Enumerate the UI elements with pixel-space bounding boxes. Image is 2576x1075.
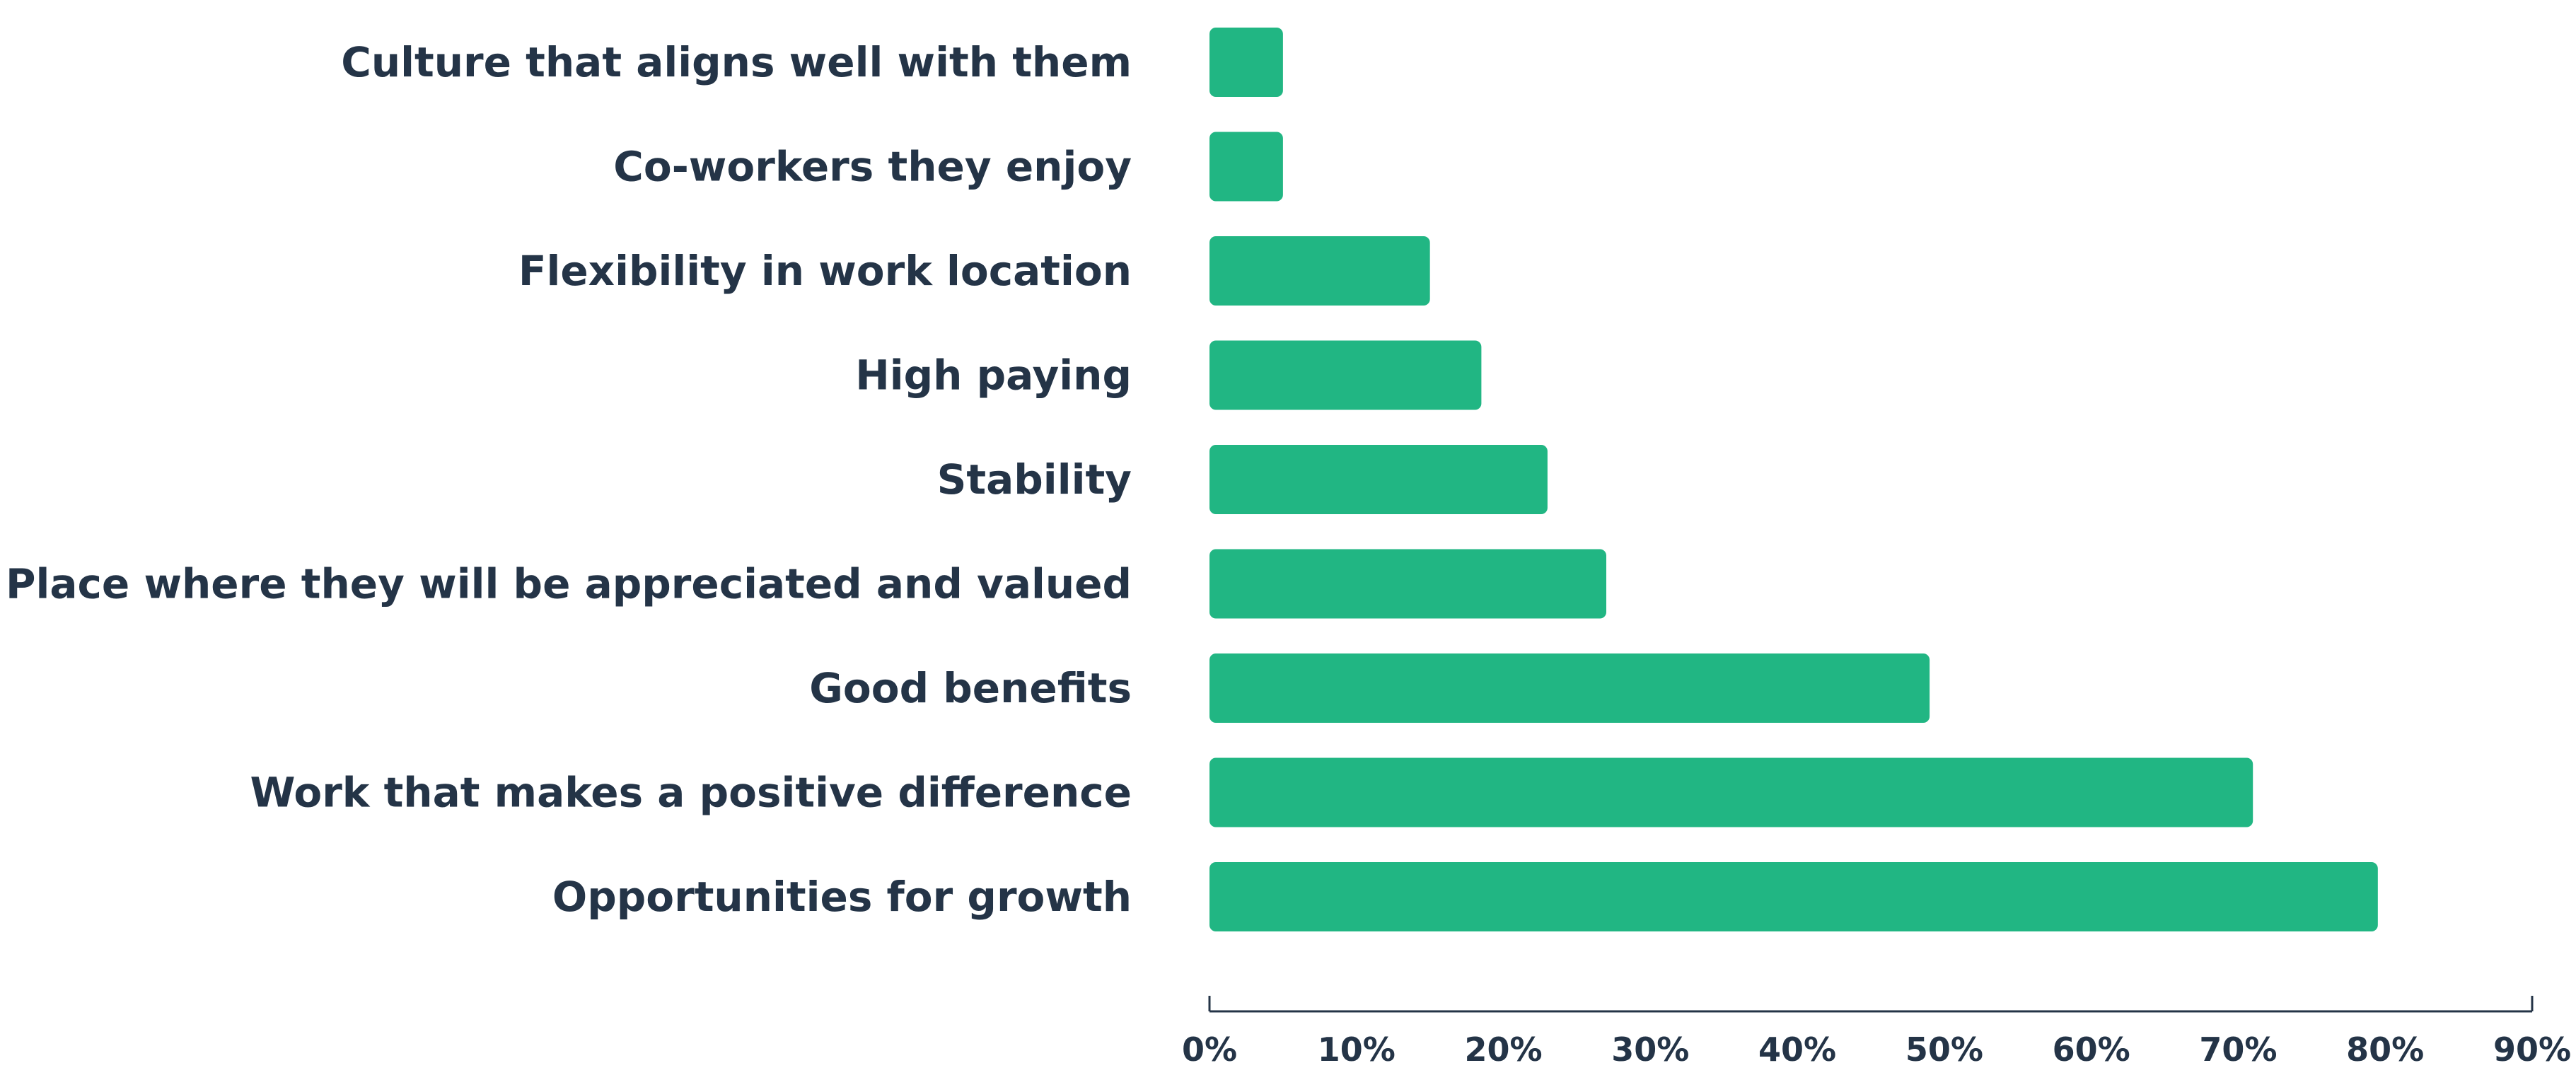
x-tick-label: 20% (1465, 1030, 1543, 1069)
bars-layer (1209, 28, 2378, 931)
bar (1209, 757, 2253, 827)
x-axis: 0% 10% 20% 30% 40% 50% 60% 70% 80% 90% (1182, 996, 2571, 1069)
x-tick-label: 70% (2199, 1030, 2277, 1069)
category-label: Co-workers they enjoy (613, 143, 1132, 191)
bar (1209, 445, 1548, 514)
x-tick-label: 80% (2346, 1030, 2424, 1069)
category-label: Stability (937, 455, 1132, 504)
category-label: Place where they will be appreciated and… (6, 560, 1132, 608)
bar (1209, 340, 1482, 410)
category-label: High paying (855, 351, 1132, 400)
x-tick-label: 30% (1611, 1030, 1689, 1069)
x-tick-label: 40% (1758, 1030, 1836, 1069)
x-tick-label: 0% (1182, 1030, 1237, 1069)
x-tick-label: 50% (1905, 1030, 1983, 1069)
x-tick-label: 10% (1318, 1030, 1396, 1069)
x-tick-label: 90% (2493, 1030, 2571, 1069)
bar (1209, 236, 1430, 306)
category-label: Opportunities for growth (552, 873, 1132, 921)
x-tick-label: 60% (2053, 1030, 2130, 1069)
category-label: Work that makes a positive difference (250, 769, 1132, 817)
bar (1209, 28, 1283, 97)
category-label: Culture that aligns well with them (341, 38, 1132, 86)
bar (1209, 549, 1606, 619)
bar (1209, 653, 1930, 723)
bar (1209, 132, 1283, 202)
category-labels: Culture that aligns well with them Co-wor… (6, 38, 1132, 921)
category-label: Good benefits (809, 664, 1132, 712)
category-label: Flexibility in work location (518, 247, 1132, 295)
bar (1209, 862, 2378, 931)
